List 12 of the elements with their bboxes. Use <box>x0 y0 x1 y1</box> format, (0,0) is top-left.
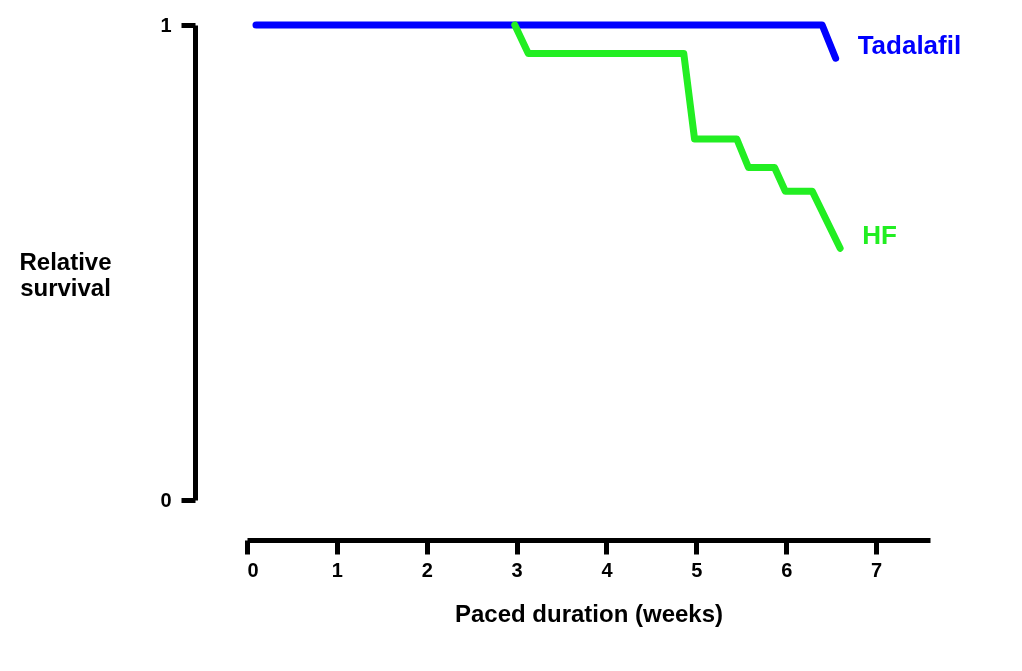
y-axis-title: Relative survival <box>19 247 112 301</box>
x-axis-title: Paced duration (weeks) <box>454 599 724 627</box>
x-tick-label: 0 <box>247 558 259 581</box>
x-tick-label: 2 <box>421 558 433 581</box>
x-tick-label: 1 <box>331 558 343 581</box>
x-tick-label: 4 <box>601 558 614 581</box>
x-tick-label: 3 <box>511 558 523 581</box>
x-tick-label: 7 <box>871 558 883 581</box>
x-tick-label: 5 <box>691 558 703 581</box>
x-tick-label: 6 <box>781 558 793 581</box>
series-label: HF <box>862 220 897 251</box>
series-label: Tadalafil <box>857 30 962 61</box>
